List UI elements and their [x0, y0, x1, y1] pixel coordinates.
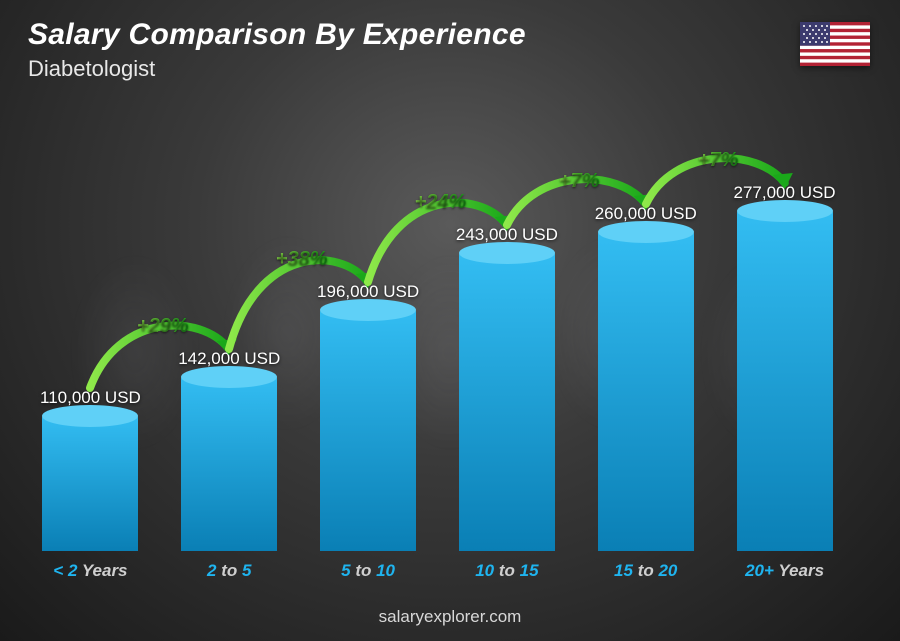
- bar: [181, 377, 277, 551]
- bar-front: [598, 232, 694, 551]
- bar-category-label: 20+ Years: [745, 561, 824, 581]
- bar: [459, 253, 555, 551]
- bar-front: [320, 310, 416, 551]
- bar-cap: [42, 405, 138, 427]
- bar-slot: 277,000 USD20+ Years: [724, 183, 845, 581]
- bar-category-label: 5 to 10: [341, 561, 395, 581]
- page-subtitle: Diabetologist: [28, 56, 526, 82]
- bar: [320, 310, 416, 551]
- bar-cap: [737, 200, 833, 222]
- bar-category-label: 10 to 15: [475, 561, 538, 581]
- bar-slot: 142,000 USD2 to 5: [169, 349, 290, 581]
- bar-slot: 260,000 USD15 to 20: [585, 204, 706, 581]
- bar: [737, 211, 833, 551]
- bar-category-label: 15 to 20: [614, 561, 677, 581]
- bar-front: [181, 377, 277, 551]
- bar-category-label: < 2 Years: [53, 561, 127, 581]
- bar-slot: 110,000 USD< 2 Years: [30, 388, 151, 581]
- bar-slot: 243,000 USD10 to 15: [446, 225, 567, 581]
- bar-front: [459, 253, 555, 551]
- bar-cap: [320, 299, 416, 321]
- delta-label: +7%: [698, 149, 739, 172]
- bar-cap: [459, 242, 555, 264]
- bar-slot: 196,000 USD5 to 10: [308, 282, 429, 581]
- bar: [42, 416, 138, 551]
- bar-cap: [598, 221, 694, 243]
- bar-front: [737, 211, 833, 551]
- bar-front: [42, 416, 138, 551]
- delta-label: +24%: [415, 191, 467, 214]
- footer-attribution: salaryexplorer.com: [0, 607, 900, 627]
- delta-label: +29%: [137, 315, 189, 338]
- salary-bar-chart: 110,000 USD< 2 Years142,000 USD2 to 5196…: [30, 101, 845, 581]
- bar: [598, 232, 694, 551]
- bar-category-label: 2 to 5: [207, 561, 251, 581]
- delta-label: +7%: [559, 170, 600, 193]
- bar-cap: [181, 366, 277, 388]
- delta-label: +38%: [276, 248, 328, 271]
- page-title: Salary Comparison By Experience: [28, 18, 526, 52]
- flag-us: [800, 22, 870, 66]
- title-block: Salary Comparison By Experience Diabetol…: [28, 18, 526, 82]
